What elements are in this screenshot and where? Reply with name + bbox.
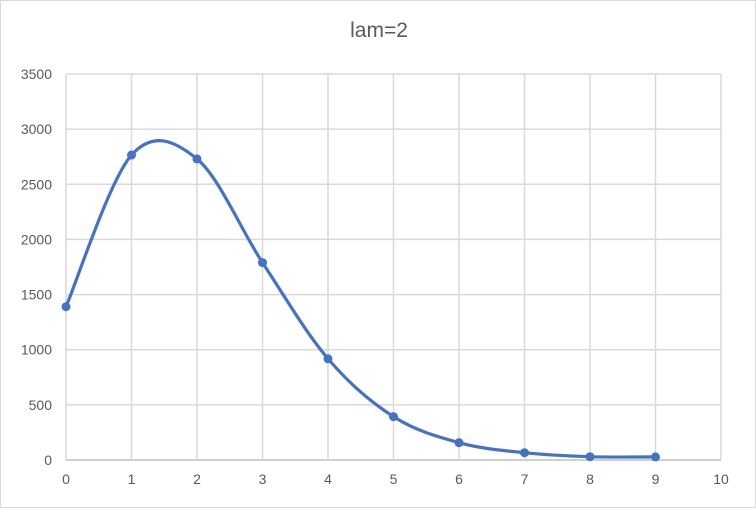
data-point <box>651 452 660 462</box>
y-tick-label: 500 <box>29 397 53 413</box>
y-tick-label: 3500 <box>21 66 52 82</box>
y-tick-label: 1000 <box>21 342 52 358</box>
y-tick-label: 2500 <box>21 176 52 192</box>
x-tick-label: 7 <box>521 471 529 487</box>
x-tick-label: 9 <box>652 471 660 487</box>
data-point <box>585 452 595 462</box>
y-tick-label: 1500 <box>21 287 52 303</box>
x-tick-label: 5 <box>390 471 398 487</box>
x-tick-label: 6 <box>455 471 463 487</box>
data-point <box>520 448 529 458</box>
chart-title: lam=2 <box>350 19 408 42</box>
x-tick-label: 0 <box>62 471 70 487</box>
y-tick-label: 3000 <box>21 121 52 137</box>
x-tick-label: 1 <box>128 471 136 487</box>
data-point <box>192 154 202 164</box>
data-point <box>61 302 71 312</box>
x-tick-label: 3 <box>259 471 267 487</box>
data-point <box>454 438 464 448</box>
x-tick-label: 2 <box>193 471 201 487</box>
x-tick-label: 4 <box>324 471 332 487</box>
x-tick-label: 10 <box>713 471 729 487</box>
data-point <box>323 354 333 364</box>
data-point <box>389 412 398 422</box>
x-tick-label: 8 <box>586 471 594 487</box>
data-point <box>127 150 136 160</box>
y-tick-label: 2000 <box>21 231 52 247</box>
data-point <box>258 258 267 268</box>
y-tick-label: 0 <box>44 452 52 468</box>
series-smoothed-line <box>64 139 658 459</box>
